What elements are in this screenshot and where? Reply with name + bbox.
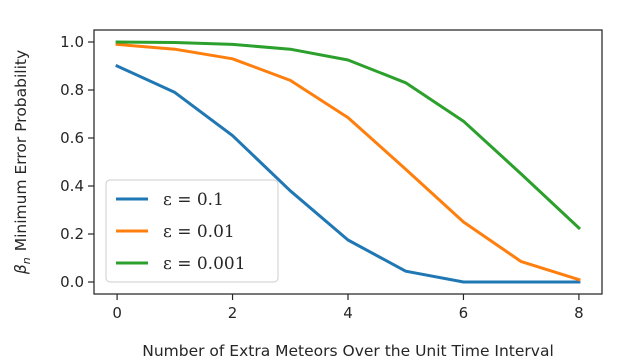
x-tick-label: 8	[574, 304, 584, 322]
legend-box	[105, 179, 279, 283]
legend-label: ε = 0.01	[163, 222, 235, 242]
y-tick-label: 0.2	[60, 225, 84, 243]
x-axis-label: Number of Extra Meteors Over the Unit Ti…	[142, 342, 554, 360]
legend: ε = 0.1 ε = 0.01 ε = 0.001	[105, 179, 279, 283]
y-axis-label-symbol: β	[12, 264, 30, 275]
y-axis-label-subscript: n	[20, 257, 33, 264]
series-lines	[115, 40, 582, 284]
y-tick-label: 0.6	[60, 129, 84, 147]
y-axis-label-text: Minimum Error Probability	[12, 50, 30, 251]
y-tick-label: 1.0	[60, 33, 84, 51]
series-line-2	[115, 42, 581, 282]
x-tick-label: 6	[459, 304, 469, 322]
x-tick-label: 2	[228, 304, 238, 322]
y-axis-ticks: 0.0 0.2 0.4 0.6 0.8 1.0	[60, 33, 94, 291]
y-tick-label: 0.0	[60, 273, 84, 291]
x-axis-ticks: 0 2 4 6 8	[112, 294, 584, 322]
y-tick-label: 0.8	[60, 81, 84, 99]
series-line-3	[115, 40, 582, 231]
legend-label: ε = 0.1	[163, 190, 224, 210]
legend-label: ε = 0.001	[163, 254, 246, 274]
y-axis-label: βn Minimum Error Probability	[12, 50, 33, 275]
x-tick-label: 0	[112, 304, 122, 322]
y-tick-label: 0.4	[60, 177, 84, 195]
plot-area-frame	[93, 29, 603, 295]
series-line-1	[115, 64, 581, 284]
x-tick-label: 4	[343, 304, 353, 322]
